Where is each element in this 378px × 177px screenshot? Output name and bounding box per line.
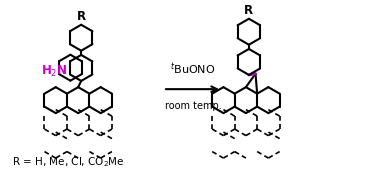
Text: room temp.: room temp. <box>164 101 222 111</box>
Text: $^{t}$BuONO: $^{t}$BuONO <box>170 62 216 77</box>
Text: R: R <box>77 10 86 23</box>
Text: R: R <box>244 4 254 17</box>
Text: H$_2$N: H$_2$N <box>40 64 67 79</box>
Text: R = H, Me, Cl, CO$_2$Me: R = H, Me, Cl, CO$_2$Me <box>12 155 125 169</box>
